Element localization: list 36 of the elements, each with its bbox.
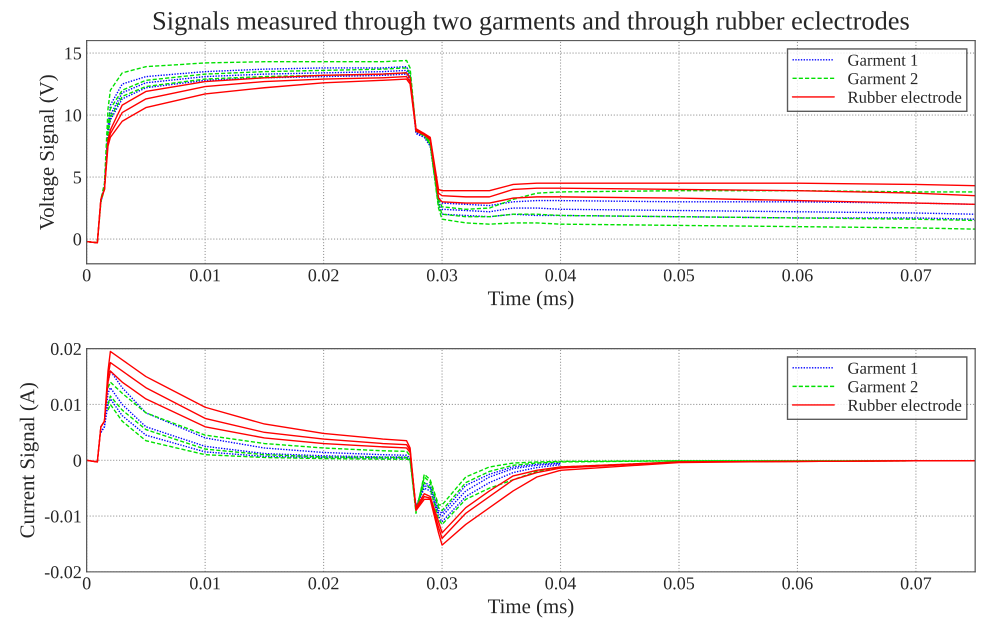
y-axis-title: Voltage Signal (V) bbox=[39, 75, 58, 230]
x-tick-label: 0 bbox=[82, 577, 91, 590]
x-tick-label: 0.03 bbox=[426, 269, 458, 282]
y-tick-label: 15 bbox=[65, 47, 82, 60]
x-tick-label: 0 bbox=[82, 269, 91, 282]
x-tick-label: 0.07 bbox=[900, 269, 932, 282]
y-axis-title: Current Signal (A) bbox=[20, 383, 39, 538]
x-tick-label: 0.06 bbox=[782, 577, 813, 590]
x-tick-label: 0.02 bbox=[308, 577, 338, 590]
x-tick-label: 0.02 bbox=[308, 269, 338, 282]
x-tick-label: 0.06 bbox=[782, 269, 813, 282]
x-tick-label: 0.07 bbox=[900, 577, 932, 590]
y-tick-label: -0.02 bbox=[44, 566, 81, 578]
y-tick-label: -0.01 bbox=[44, 510, 81, 523]
legend-label: Garment 1 bbox=[848, 362, 918, 374]
chart-title: Signals measured through two garments and through rubber eclectrodes bbox=[154, 11, 909, 36]
legend-label: Rubber electrode bbox=[848, 91, 962, 103]
y-tick-label: 5 bbox=[74, 171, 82, 184]
y-tick-label: 0 bbox=[73, 454, 82, 467]
y-tick-label: 0.01 bbox=[50, 398, 81, 411]
x-tick-label: 0.04 bbox=[545, 269, 576, 282]
x-tick-label: 0.01 bbox=[190, 269, 220, 282]
legend-label: Garment 1 bbox=[848, 54, 918, 66]
x-axis-title: Time (ms) bbox=[488, 290, 574, 310]
y-tick-label: 10 bbox=[65, 109, 82, 122]
y-tick-label: 0.02 bbox=[50, 342, 81, 356]
legend-label: Garment 2 bbox=[848, 381, 918, 392]
x-tick-label: 0.04 bbox=[545, 577, 576, 590]
x-tick-label: 0.01 bbox=[190, 577, 220, 590]
x-tick-label: 0.05 bbox=[664, 269, 694, 282]
x-tick-label: 0.03 bbox=[426, 577, 458, 590]
y-tick-label: 0 bbox=[73, 233, 82, 246]
x-tick-label: 0.05 bbox=[664, 577, 694, 590]
x-axis-title: Time (ms) bbox=[488, 598, 574, 618]
legend-label: Rubber electrode bbox=[848, 399, 962, 411]
legend-label: Garment 2 bbox=[848, 73, 918, 84]
